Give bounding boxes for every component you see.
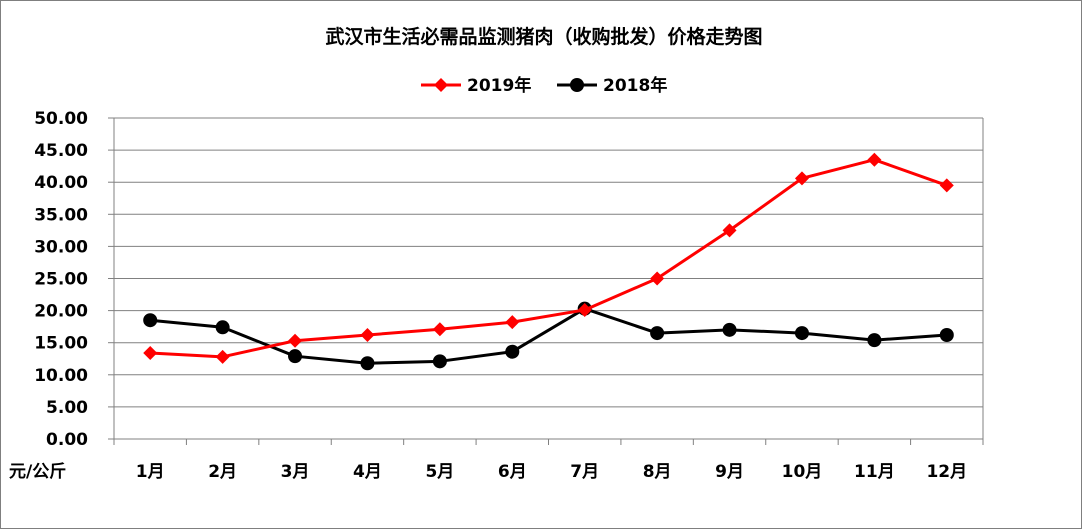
data-point (143, 313, 158, 328)
y-tick-label: 50.00 (34, 109, 88, 129)
x-tick-label: 7月 (570, 462, 599, 482)
data-point (215, 349, 230, 364)
x-tick-label: 8月 (643, 462, 672, 482)
data-point (505, 315, 520, 330)
y-tick-label: 40.00 (34, 173, 88, 193)
y-axis-ticks: 0.00 5.00 10.00 15.00 20.00 25.00 30.00 35.00 40… (34, 109, 88, 450)
data-point (722, 223, 737, 238)
legend-marker (570, 78, 584, 92)
chart-title: 武汉市生活必需品监测猪肉（收购批发）价格走势图 (325, 25, 762, 48)
data-point (360, 356, 375, 371)
x-tick-label: 1月 (136, 462, 165, 482)
data-point (867, 152, 882, 167)
x-tick-label: 11月 (854, 462, 895, 482)
y-tick-label: 20.00 (34, 302, 88, 322)
y-tick-label: 25.00 (34, 270, 88, 290)
data-point (288, 349, 303, 364)
y-tick-label: 0.00 (46, 430, 88, 450)
series-line-2019 (150, 158, 948, 359)
x-tick-label: 5月 (425, 462, 454, 482)
data-point (505, 344, 520, 359)
data-point (432, 322, 447, 337)
y-tick-label: 10.00 (34, 366, 88, 386)
x-tick-label: 10月 (782, 462, 823, 482)
data-point (722, 322, 737, 337)
data-point (432, 354, 447, 369)
gridlines (108, 117, 984, 445)
legend-marker (434, 78, 448, 92)
x-tick-label: 4月 (353, 462, 382, 482)
data-point (143, 345, 158, 360)
y-tick-label: 35.00 (34, 205, 88, 225)
data-point (360, 327, 375, 342)
data-point (577, 302, 592, 317)
legend: 2019年 2018年 (421, 75, 667, 96)
y-axis-unit-label: 元/公斤 (9, 462, 66, 482)
x-tick-label: 3月 (281, 462, 310, 482)
data-point (650, 271, 665, 286)
series-line-2018 (150, 307, 947, 365)
x-tick-label: 2月 (208, 462, 237, 482)
y-tick-label: 45.00 (34, 141, 88, 161)
data-point (794, 326, 809, 341)
y-tick-label: 30.00 (34, 237, 88, 257)
x-axis-ticks: 1月 2月 3月 4月 5月 6月 7月 8月 9月 10月 11月 12月 (136, 462, 967, 482)
y-tick-label: 15.00 (34, 334, 88, 354)
data-point (939, 327, 954, 342)
data-point (867, 333, 882, 348)
x-tick-label: 6月 (498, 462, 527, 482)
y-tick-label: 5.00 (46, 398, 88, 418)
x-tick-label: 12月 (926, 462, 967, 482)
data-point (650, 326, 665, 341)
data-point (794, 171, 809, 186)
series-layer (143, 152, 954, 371)
data-point (288, 333, 303, 348)
x-tick-label: 9月 (715, 462, 744, 482)
data-point (215, 320, 230, 335)
legend-label: 2018年 (603, 75, 667, 96)
data-point (939, 178, 954, 193)
legend-label: 2019年 (467, 75, 531, 96)
